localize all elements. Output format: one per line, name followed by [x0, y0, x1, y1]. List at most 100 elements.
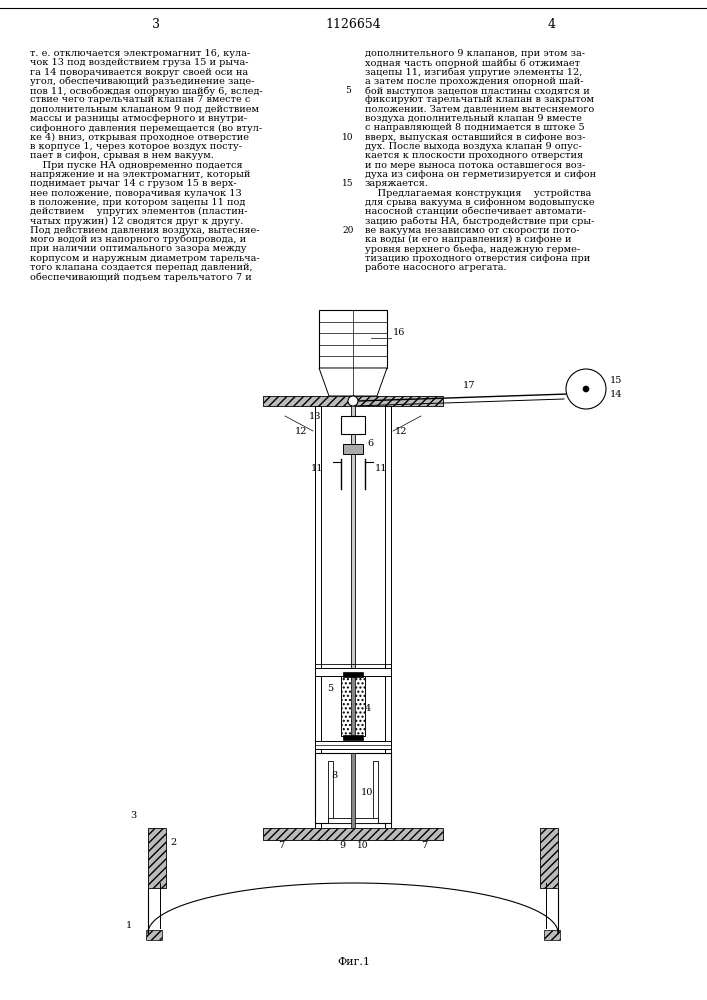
Text: сифонного давления перемещается (во втул-: сифонного давления перемещается (во втул…	[30, 123, 262, 133]
Bar	[328, 761, 333, 823]
Text: нее положение, поворачивая кулачок 13: нее положение, поворачивая кулачок 13	[30, 188, 242, 198]
Text: ве вакуума независимо от скорости пото-: ве вакуума независимо от скорости пото-	[365, 226, 580, 235]
Text: кается к плоскости проходного отверстия: кается к плоскости проходного отверстия	[365, 151, 583, 160]
Text: уровня верхнего бьефа, надежную герме-: уровня верхнего бьефа, надежную герме-	[365, 244, 580, 254]
Text: с направляющей 8 поднимается в штоке 5: с направляющей 8 поднимается в штоке 5	[365, 123, 585, 132]
Circle shape	[566, 369, 606, 409]
Bar	[315, 753, 391, 823]
Text: духа из сифона он герметизируется и сифон: духа из сифона он герметизируется и сифо…	[365, 170, 596, 179]
Text: 15: 15	[342, 179, 354, 188]
Text: тизацию проходного отверстия сифона при: тизацию проходного отверстия сифона при	[365, 254, 590, 263]
Text: в положение, при котором зацепы 11 под: в положение, при котором зацепы 11 под	[30, 198, 245, 207]
Text: дополнительного 9 клапанов, при этом за-: дополнительного 9 клапанов, при этом за-	[365, 49, 585, 58]
Bar	[385, 406, 391, 840]
Text: ке 4) вниз, открывая проходное отверстие: ке 4) вниз, открывая проходное отверстие	[30, 133, 249, 142]
Text: 11: 11	[310, 464, 323, 473]
Bar	[315, 406, 321, 840]
Text: в корпусе 1, через которое воздух посту-: в корпусе 1, через которое воздух посту-	[30, 142, 242, 151]
Text: зацепы 11, изгибая упругие элементы 12,: зацепы 11, изгибая упругие элементы 12,	[365, 68, 583, 77]
Text: 7: 7	[421, 841, 427, 850]
Text: 14: 14	[610, 390, 622, 399]
Text: 5: 5	[327, 684, 333, 693]
Text: га 14 поворачивается вокруг своей оси на: га 14 поворачивается вокруг своей оси на	[30, 68, 248, 77]
Text: 4: 4	[365, 704, 371, 713]
Text: 2: 2	[170, 838, 176, 847]
Text: 15: 15	[610, 376, 622, 385]
Bar	[148, 828, 166, 888]
Text: массы и разницы атмосферного и внутри-: массы и разницы атмосферного и внутри-	[30, 114, 247, 123]
Bar	[328, 818, 378, 823]
Bar	[343, 735, 363, 740]
Text: зацию работы НА, быстродействие при сры-: зацию работы НА, быстродействие при сры-	[365, 216, 595, 226]
Bar	[341, 416, 365, 434]
Bar	[315, 741, 391, 749]
Text: 13: 13	[308, 412, 321, 421]
Text: 5: 5	[345, 86, 351, 95]
Text: при наличии оптимального зазора между: при наличии оптимального зазора между	[30, 244, 247, 253]
Text: чок 13 под воздействием груза 15 и рыча-: чок 13 под воздействием груза 15 и рыча-	[30, 58, 248, 67]
Text: напряжение и на электромагнит, который: напряжение и на электромагнит, который	[30, 170, 250, 179]
Circle shape	[583, 386, 589, 392]
Bar	[315, 668, 391, 676]
Text: ка воды (и его направления) в сифоне и: ка воды (и его направления) в сифоне и	[365, 235, 571, 244]
Text: 1126654: 1126654	[326, 18, 381, 31]
Text: 3: 3	[151, 18, 160, 31]
Text: чатых пружин) 12 сводятся друг к другу.: чатых пружин) 12 сводятся друг к другу.	[30, 216, 243, 226]
Bar	[343, 672, 363, 677]
Bar	[341, 676, 365, 736]
Text: т. е. отключается электромагнит 16, кула-: т. е. отключается электромагнит 16, кула…	[30, 49, 250, 58]
Text: При пуске НА одновременно подается: При пуске НА одновременно подается	[30, 161, 243, 170]
Text: 11: 11	[375, 464, 387, 473]
Text: работе насосного агрегата.: работе насосного агрегата.	[365, 263, 507, 272]
Bar	[146, 930, 162, 940]
Text: дух. После выхода воздуха клапан 9 опус-: дух. После выхода воздуха клапан 9 опус-	[365, 142, 582, 151]
Text: ходная часть опорной шайбы 6 отжимает: ходная часть опорной шайбы 6 отжимает	[365, 58, 580, 68]
Text: 6: 6	[367, 439, 373, 448]
Text: обеспечивающий подъем тарельчатого 7 и: обеспечивающий подъем тарельчатого 7 и	[30, 272, 252, 282]
Text: 10: 10	[357, 841, 368, 850]
Text: 16: 16	[393, 328, 405, 337]
Text: насосной станции обеспечивает автомати-: насосной станции обеспечивает автомати-	[365, 207, 586, 216]
Bar	[263, 828, 443, 840]
Bar	[351, 753, 355, 828]
Text: а затем после прохождения опорной шай-: а затем после прохождения опорной шай-	[365, 77, 583, 86]
Text: 4: 4	[547, 18, 556, 31]
Text: 1: 1	[126, 921, 132, 930]
Text: воздуха дополнительный клапан 9 вместе: воздуха дополнительный клапан 9 вместе	[365, 114, 582, 123]
Text: 7: 7	[278, 841, 284, 850]
Text: 20: 20	[342, 226, 354, 235]
Bar	[263, 396, 443, 406]
Text: действием    упругих элементов (пластин-: действием упругих элементов (пластин-	[30, 207, 247, 216]
Bar	[373, 761, 378, 823]
Text: вверх, выпуская оставшийся в сифоне воз-: вверх, выпуская оставшийся в сифоне воз-	[365, 133, 585, 142]
Polygon shape	[319, 368, 387, 396]
Text: 12: 12	[295, 427, 307, 436]
Text: пов 11, освобождая опорную шайбу 6, вслед-: пов 11, освобождая опорную шайбу 6, всле…	[30, 86, 262, 96]
Text: 12: 12	[395, 427, 407, 436]
Text: 10: 10	[361, 788, 373, 797]
Text: мого водой из напорного трубопровода, и: мого водой из напорного трубопровода, и	[30, 235, 246, 244]
Text: заряжается.: заряжается.	[365, 179, 429, 188]
Text: 10: 10	[342, 133, 354, 142]
Text: 17: 17	[463, 381, 476, 390]
Text: 8: 8	[332, 771, 338, 780]
Text: и по мере выноса потока оставшегося воз-: и по мере выноса потока оставшегося воз-	[365, 161, 585, 170]
Text: пает в сифон, срывая в нем вакуум.: пает в сифон, срывая в нем вакуум.	[30, 151, 214, 160]
Bar	[319, 310, 387, 368]
Text: ствие чего тарельчатый клапан 7 вместе с: ствие чего тарельчатый клапан 7 вместе с	[30, 96, 250, 104]
Bar	[351, 396, 355, 730]
Text: бой выступов зацепов пластины сходятся и: бой выступов зацепов пластины сходятся и	[365, 86, 590, 96]
Text: для срыва вакуума в сифонном водовыпуске: для срыва вакуума в сифонном водовыпуске	[365, 198, 595, 207]
Text: того клапана создается перепад давлений,: того клапана создается перепад давлений,	[30, 263, 252, 272]
Bar	[343, 444, 363, 454]
Text: фиксируют тарельчатый клапан в закрытом: фиксируют тарельчатый клапан в закрытом	[365, 96, 594, 104]
Bar	[544, 930, 560, 940]
Text: дополнительным клапаном 9 под действием: дополнительным клапаном 9 под действием	[30, 105, 259, 114]
Bar	[351, 676, 355, 736]
Text: корпусом и наружным диаметром тарельча-: корпусом и наружным диаметром тарельча-	[30, 254, 259, 263]
Text: положении. Затем давлением вытесняемого: положении. Затем давлением вытесняемого	[365, 105, 595, 114]
Text: Предлагаемая конструкция    устройства: Предлагаемая конструкция устройства	[365, 188, 591, 198]
Text: угол, обеспечивающий разъединение заце-: угол, обеспечивающий разъединение заце-	[30, 77, 255, 86]
Text: Фиг.1: Фиг.1	[337, 957, 370, 967]
Text: 9: 9	[339, 841, 345, 850]
